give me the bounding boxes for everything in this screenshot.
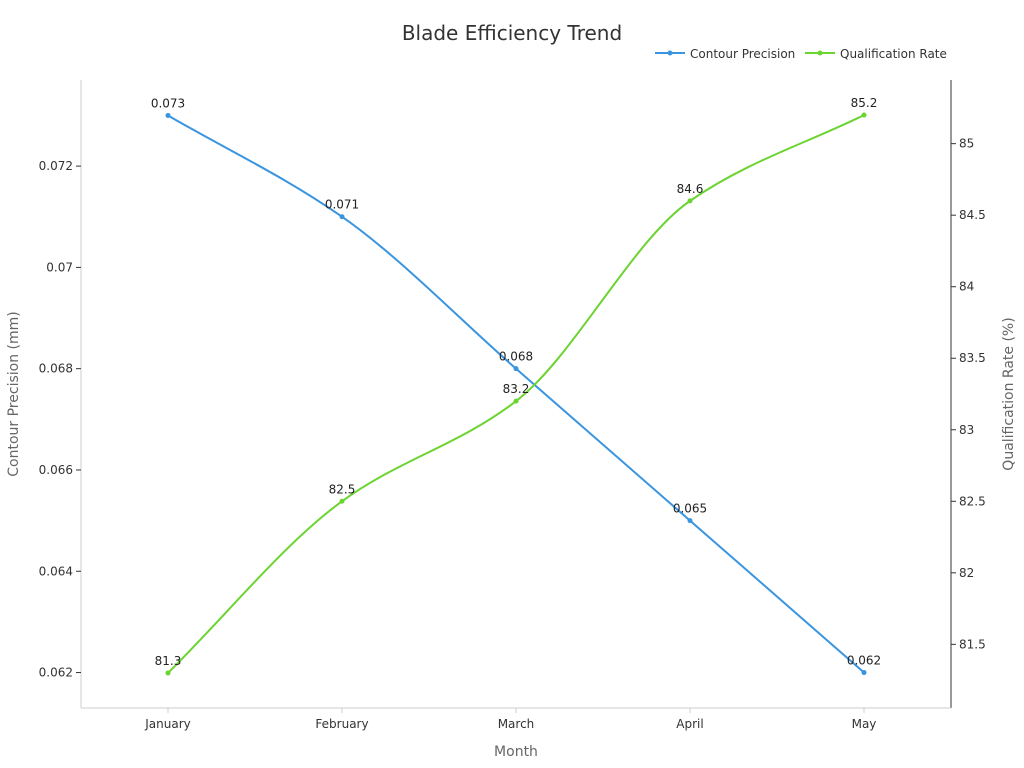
left-tick-label: 0.072 (39, 159, 73, 173)
left-tick-label: 0.064 (39, 564, 73, 578)
data-point-contour-precision-february[interactable] (339, 214, 345, 220)
x-tick-label: March (498, 717, 535, 731)
legend-label-contour-precision: Contour Precision (690, 47, 795, 61)
data-label-contour-precision-february: 0.071 (325, 198, 359, 212)
data-label-contour-precision-may: 0.062 (847, 654, 881, 668)
data-label-contour-precision-april: 0.065 (673, 502, 707, 516)
data-label-qualification-rate-april: 84.6 (677, 182, 704, 196)
legend-label-qualification-rate: Qualification Rate (840, 47, 947, 61)
data-point-qualification-rate-april[interactable] (687, 198, 693, 204)
right-tick-label: 83.5 (959, 351, 986, 365)
x-axis-title: Month (494, 744, 538, 760)
data-label-qualification-rate-january: 81.3 (155, 654, 182, 668)
series-layer: 0.073 0.071 0.068 0.065 0.062 81.3 82.5 83.2 84.… (151, 96, 881, 676)
series-qualification-rate: 81.3 82.5 83.2 84.6 85.2 (155, 96, 878, 676)
data-label-qualification-rate-march: 83.2 (503, 382, 530, 396)
legend-marker-qualification-rate (817, 50, 823, 56)
data-point-qualification-rate-february[interactable] (339, 498, 345, 504)
data-point-contour-precision-may[interactable] (861, 670, 867, 676)
right-tick-label: 85 (959, 137, 974, 151)
right-tick-label: 84 (959, 280, 974, 294)
chart-title: Blade Efficiency Trend (402, 21, 622, 45)
data-point-qualification-rate-march[interactable] (513, 398, 519, 404)
right-tick-label: 84.5 (959, 208, 986, 222)
data-point-contour-precision-january[interactable] (165, 112, 171, 118)
data-point-contour-precision-april[interactable] (687, 518, 693, 524)
data-point-qualification-rate-january[interactable] (165, 670, 171, 676)
x-tick-label: January (144, 717, 191, 731)
left-tick-label: 0.07 (46, 260, 73, 274)
x-tick-label: February (315, 717, 368, 731)
data-point-qualification-rate-may[interactable] (861, 112, 867, 118)
legend-marker-contour-precision (667, 50, 673, 56)
data-label-contour-precision-january: 0.073 (151, 96, 185, 110)
x-tick-label: April (676, 717, 703, 731)
chart-legend: Contour Precision Qualification Rate (655, 47, 947, 61)
left-tick-label: 0.066 (39, 463, 73, 477)
right-tick-label: 82 (959, 566, 974, 580)
x-tick-label: May (852, 717, 877, 731)
legend-item-contour-precision[interactable]: Contour Precision (655, 47, 795, 61)
right-axis-title: Qualification Rate (%) (1001, 317, 1017, 470)
x-axis-ticks: January February March April May (144, 708, 876, 731)
series-contour-precision: 0.073 0.071 0.068 0.065 0.062 (151, 96, 881, 676)
right-tick-label: 82.5 (959, 494, 986, 508)
data-label-qualification-rate-may: 85.2 (851, 96, 878, 110)
left-tick-label: 0.062 (39, 666, 73, 680)
left-axis-ticks: 0.062 0.064 0.066 0.068 0.07 0.072 (39, 159, 81, 680)
data-label-qualification-rate-february: 82.5 (329, 482, 356, 496)
legend-item-qualification-rate[interactable]: Qualification Rate (805, 47, 947, 61)
right-axis-ticks: 81.5 82 82.5 83 83.5 84 84.5 85 (951, 137, 986, 651)
left-axis-title: Contour Precision (mm) (6, 311, 22, 476)
right-tick-label: 81.5 (959, 637, 986, 651)
right-tick-label: 83 (959, 423, 974, 437)
data-label-contour-precision-march: 0.068 (499, 350, 533, 364)
data-point-contour-precision-march[interactable] (513, 366, 519, 372)
left-tick-label: 0.068 (39, 362, 73, 376)
